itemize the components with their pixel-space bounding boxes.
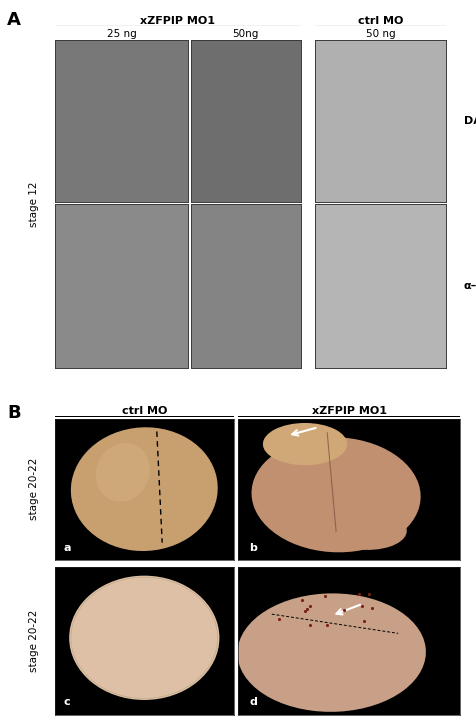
Text: 50ng: 50ng xyxy=(232,29,258,39)
Ellipse shape xyxy=(69,575,219,700)
Text: d: d xyxy=(249,697,257,708)
Point xyxy=(298,594,305,606)
Text: b: b xyxy=(249,542,257,552)
Text: xZFPIP MO1: xZFPIP MO1 xyxy=(140,16,215,26)
Text: ctrl MO: ctrl MO xyxy=(357,16,402,26)
Point xyxy=(355,588,362,599)
Text: A: A xyxy=(7,11,21,29)
Point xyxy=(357,600,365,612)
Ellipse shape xyxy=(96,443,149,502)
Point xyxy=(365,588,373,599)
Point xyxy=(320,591,328,602)
Point xyxy=(300,605,308,617)
Text: DAPI: DAPI xyxy=(463,116,476,126)
Text: c: c xyxy=(64,697,70,708)
Text: B: B xyxy=(7,404,21,422)
Text: α–PH3: α–PH3 xyxy=(463,281,476,291)
Text: ctrl MO: ctrl MO xyxy=(121,406,167,417)
Point xyxy=(306,619,313,630)
Point xyxy=(323,619,330,630)
Ellipse shape xyxy=(71,427,217,551)
Text: xZFPIP MO1: xZFPIP MO1 xyxy=(311,406,386,417)
Point xyxy=(303,604,311,615)
Ellipse shape xyxy=(251,438,420,552)
Text: 50 ng: 50 ng xyxy=(365,29,395,39)
Text: stage 12: stage 12 xyxy=(30,181,39,227)
Ellipse shape xyxy=(318,508,406,550)
Ellipse shape xyxy=(237,593,425,712)
Point xyxy=(359,615,367,627)
Point xyxy=(275,613,282,625)
Text: stage 20-22: stage 20-22 xyxy=(30,609,39,672)
Text: stage 20-22: stage 20-22 xyxy=(30,458,39,521)
Point xyxy=(305,600,313,612)
Text: 25 ng: 25 ng xyxy=(107,29,136,39)
Point xyxy=(339,604,347,615)
Text: a: a xyxy=(64,542,71,552)
Point xyxy=(367,602,375,614)
Ellipse shape xyxy=(262,423,347,465)
